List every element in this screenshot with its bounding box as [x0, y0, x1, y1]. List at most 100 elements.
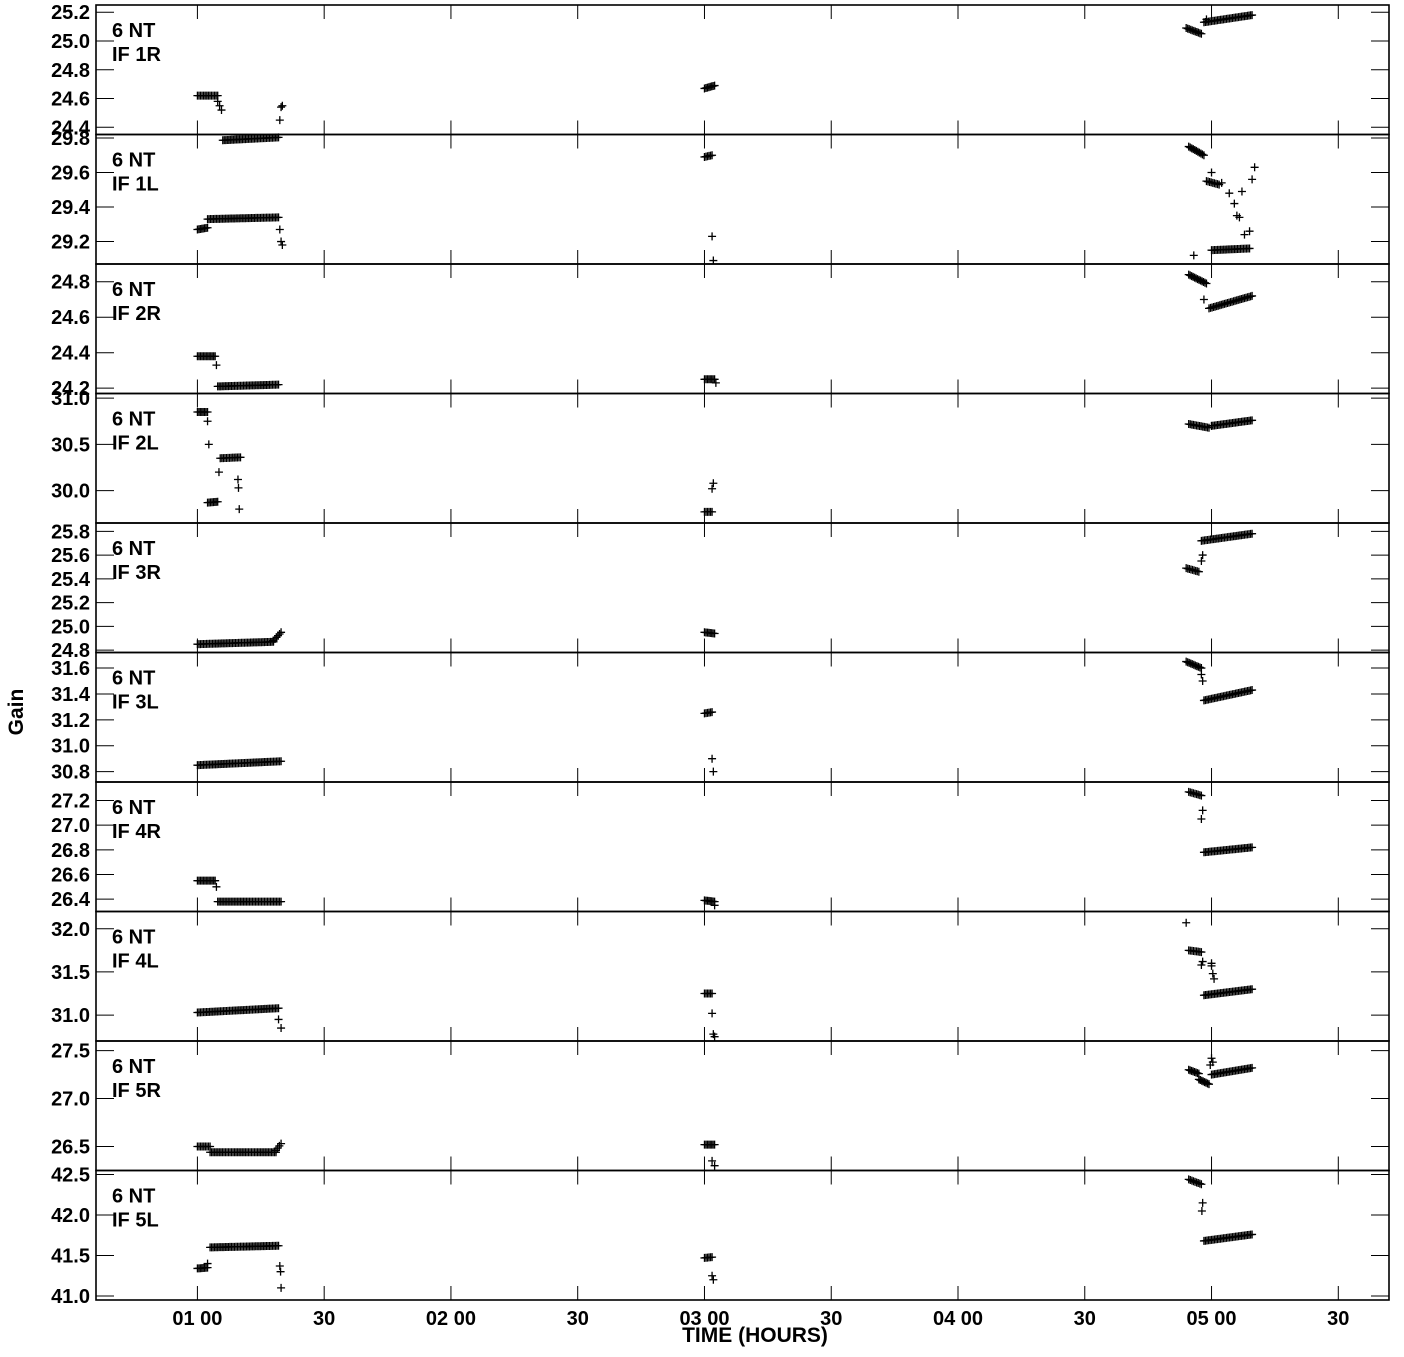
data-point [1208, 969, 1217, 978]
y-tick-label: 25.8 [51, 521, 90, 543]
data-point [708, 1156, 717, 1165]
data-points [193, 11, 1257, 145]
data-point [1248, 1063, 1257, 1072]
data-point [1248, 686, 1257, 695]
data-point [1207, 1054, 1216, 1063]
y-tick-label: 24.4 [51, 343, 91, 365]
y-tick-label: 32.0 [51, 919, 90, 941]
data-point [275, 629, 284, 638]
y-tick-label: 25.2 [51, 2, 90, 24]
data-points [193, 529, 1257, 649]
data-point [276, 1267, 285, 1276]
data-point [1207, 168, 1216, 177]
data-point [275, 225, 284, 234]
panel-frame [95, 1169, 1390, 1301]
panel-frame [95, 651, 1390, 783]
data-points [193, 657, 1257, 776]
y-tick-label: 24.6 [51, 89, 90, 111]
data-point [710, 901, 719, 910]
data-point [1202, 279, 1211, 288]
data-point [275, 1262, 284, 1271]
data-point [1202, 15, 1211, 24]
data-point [1248, 1230, 1257, 1239]
data-point [1248, 291, 1257, 300]
x-tick-label: 30 [1327, 1308, 1349, 1330]
data-point [709, 767, 718, 776]
data-points [193, 142, 1259, 265]
data-points [193, 1175, 1257, 1292]
y-tick-label: 27.0 [51, 1089, 90, 1111]
data-point [709, 479, 718, 488]
data-point [708, 754, 717, 763]
y-tick-label: 29.2 [51, 232, 90, 254]
data-point [1207, 959, 1216, 968]
x-tick-label: 02 00 [426, 1308, 476, 1330]
data-point [277, 628, 286, 637]
x-axis-title: TIME (HOURS) [682, 1324, 828, 1347]
data-point [708, 989, 717, 998]
data-point [708, 151, 717, 160]
data-point [1248, 529, 1257, 538]
y-tick-label: 31.6 [51, 658, 90, 680]
data-point [1198, 676, 1207, 685]
data-point [1248, 985, 1257, 994]
data-point [1198, 150, 1207, 159]
panel-antenna-label: 6 NT [112, 279, 155, 301]
y-tick-label: 25.0 [51, 616, 90, 638]
data-point [1197, 29, 1206, 38]
data-points [193, 408, 1257, 516]
data-point [1232, 211, 1241, 220]
y-tick-label: 24.8 [51, 60, 90, 82]
y-tick-label: 30.5 [51, 434, 90, 456]
data-point [710, 375, 719, 384]
data-point [235, 505, 244, 514]
data-point [214, 468, 223, 477]
y-tick-label: 29.6 [51, 162, 90, 184]
data-point [1197, 1206, 1206, 1215]
data-point [1194, 567, 1203, 576]
panel-frame [95, 522, 1390, 654]
data-point [710, 1032, 719, 1041]
data-point [217, 106, 226, 115]
data-point [708, 1009, 717, 1018]
panel-if-label: IF 4R [112, 821, 161, 843]
panel-if-label: IF 5R [112, 1080, 161, 1102]
data-point [213, 497, 222, 506]
y-tick-label: 31.0 [51, 1005, 90, 1027]
data-point [1203, 1079, 1212, 1088]
panel-if-label: IF 2R [112, 303, 161, 325]
data-point [1225, 189, 1234, 198]
data-point [708, 232, 717, 241]
y-tick-label: 27.5 [51, 1041, 90, 1063]
data-points [193, 1054, 1257, 1170]
data-point [1197, 815, 1206, 823]
data-point [710, 1140, 719, 1149]
panel-if-label: IF 3L [112, 692, 159, 714]
x-tick-label: 03 00 [679, 1308, 729, 1330]
panel-frame [95, 1040, 1390, 1172]
panel-antenna-label: 6 NT [112, 1186, 155, 1208]
data-point [710, 81, 719, 90]
data-point [274, 1004, 283, 1013]
panel-if-label: IF 1L [112, 174, 159, 196]
data-point [1245, 244, 1254, 253]
y-tick-label: 31.2 [51, 710, 90, 732]
data-point [212, 361, 221, 370]
data-point [274, 380, 283, 389]
data-point [277, 1139, 286, 1148]
data-point [1197, 948, 1206, 957]
data-point [212, 882, 221, 891]
data-point [1245, 227, 1254, 236]
y-tick-label: 24.2 [51, 378, 90, 400]
data-point [1199, 295, 1208, 304]
data-point [1230, 199, 1239, 208]
panel-if-label: IF 3R [112, 562, 161, 584]
y-tick-label: 24.8 [51, 640, 90, 662]
data-point [1197, 557, 1206, 566]
data-point [274, 1015, 283, 1024]
y-tick-label: 26.8 [51, 840, 90, 862]
